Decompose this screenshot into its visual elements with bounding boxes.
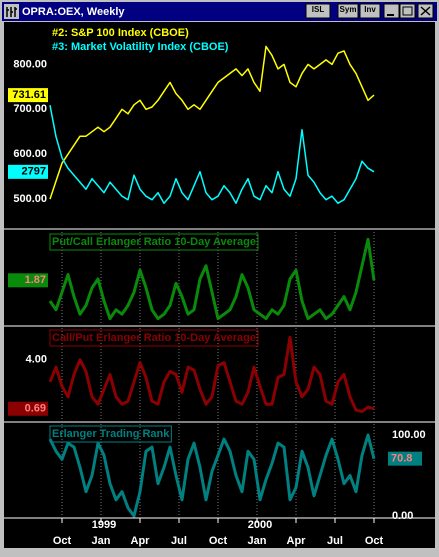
window-title: OPRA:OEX, Weekly — [22, 6, 125, 18]
last-value-label: 70.8 — [391, 453, 412, 465]
inv-label: Inv — [364, 5, 376, 14]
x-tick-label: Jan — [92, 535, 111, 547]
x-tick-label: Apr — [131, 535, 151, 547]
maximize-button[interactable] — [399, 3, 416, 19]
y-tick-label: 700.00 — [13, 103, 47, 115]
panel-title: Call/Put Erlanger Ratio 10-Day Average — [52, 332, 256, 344]
y-tick-label: 0.00 — [392, 510, 413, 522]
x-tick-label: Jan — [248, 535, 267, 547]
isl-button[interactable] — [305, 3, 331, 19]
year-label: 1999 — [92, 519, 116, 531]
last-value-box — [8, 88, 48, 103]
legend-entry: #3: Market Volatility Index (CBOE) — [52, 41, 229, 53]
x-tick-label: Jul — [327, 535, 343, 547]
y-tick-label: 4.00 — [26, 354, 47, 366]
app-icon-glyph — [6, 7, 17, 17]
year-label: 2000 — [248, 519, 272, 531]
y-tick-label: 500.00 — [13, 193, 47, 205]
maximize-glyph — [402, 6, 413, 16]
y-tick-label: 100.00 — [392, 429, 426, 441]
last-value-box — [8, 164, 48, 179]
chart-area — [4, 22, 435, 548]
x-tick-label: Oct — [209, 535, 228, 547]
last-value-label: 731.61 — [12, 89, 46, 101]
inv-button[interactable] — [359, 3, 381, 19]
panel-title-box — [49, 425, 172, 443]
series-line — [49, 45, 375, 200]
last-value-label: 2797 — [22, 166, 46, 178]
last-value-label: 0.69 — [25, 403, 46, 415]
series-line — [49, 105, 375, 204]
series-line — [48, 335, 375, 414]
x-tick-label: Jul — [171, 535, 187, 547]
legend-entry: #2: S&P 100 Index (CBOE) — [52, 27, 189, 39]
x-tick-label: Oct — [53, 535, 72, 547]
panel-title-box — [49, 329, 259, 347]
close-glyph — [420, 6, 431, 16]
last-value-box — [388, 451, 422, 466]
x-tick-label: Apr — [287, 535, 307, 547]
sym-button[interactable] — [337, 3, 359, 19]
sym-label: Sym — [340, 5, 357, 14]
y-tick-label: 800.00 — [13, 58, 47, 70]
panel-title: Erlanger Trading Rank — [52, 428, 170, 440]
x-tick-label: Oct — [365, 535, 384, 547]
panel-title: Put/Call Erlanger Ratio 10-Day Average — [52, 236, 256, 248]
series-line — [48, 237, 376, 321]
last-value-box — [8, 273, 48, 288]
panel-title-box — [49, 233, 259, 251]
y-tick-label: 600.00 — [13, 148, 47, 160]
series-line — [48, 433, 376, 518]
last-value-label: 1.87 — [25, 274, 46, 286]
isl-label: ISL — [312, 5, 325, 14]
title-buttons: ISL Sym Inv — [305, 3, 434, 19]
last-value-box — [8, 401, 48, 416]
